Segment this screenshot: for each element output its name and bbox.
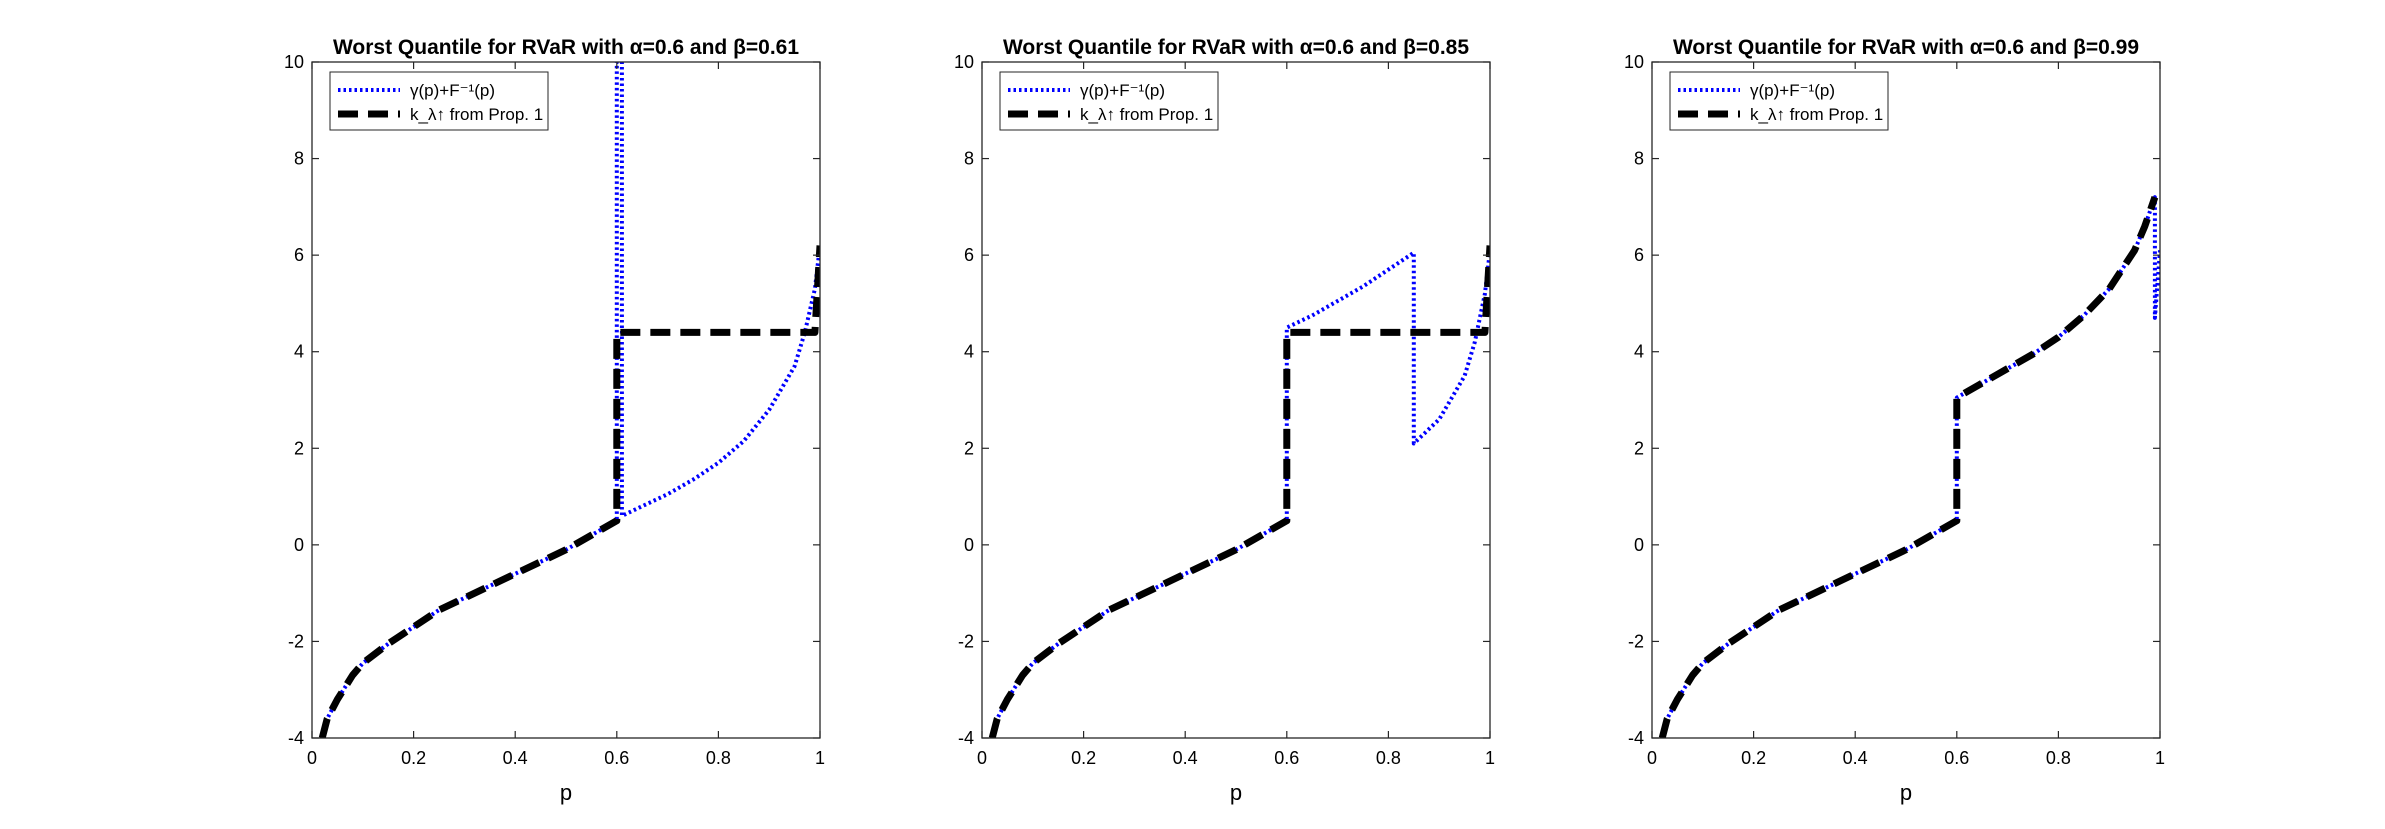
x-tick-label: 0 bbox=[1647, 748, 1657, 768]
y-tick-label: -4 bbox=[288, 728, 304, 748]
y-tick-label: 0 bbox=[294, 535, 304, 555]
y-tick-label: 6 bbox=[1634, 245, 1644, 265]
series-group bbox=[318, 62, 820, 738]
chart-title: Worst Quantile for RVaR with α=0.6 and β… bbox=[1673, 36, 2139, 59]
y-tick-label: 10 bbox=[1624, 52, 1644, 72]
x-tick-label: 1 bbox=[1485, 748, 1495, 768]
chart-title: Worst Quantile for RVaR with α=0.6 and β… bbox=[333, 36, 799, 59]
x-tick-label: 0.6 bbox=[1274, 748, 1299, 768]
x-axis-label: p bbox=[1230, 780, 1242, 805]
y-tick-label: 4 bbox=[1634, 342, 1644, 362]
y-tick-label: -2 bbox=[1628, 631, 1644, 651]
y-tick-label: -4 bbox=[958, 728, 974, 748]
y-tick-label: 8 bbox=[1634, 149, 1644, 169]
x-axis-label: p bbox=[560, 780, 572, 805]
plot-area-border bbox=[981, 61, 1491, 739]
y-tick-label: 0 bbox=[1634, 535, 1644, 555]
y-tick-label: 0 bbox=[964, 535, 974, 555]
x-tick-label: 1 bbox=[815, 748, 825, 768]
x-tick-label: 0 bbox=[977, 748, 987, 768]
y-tick-label: -2 bbox=[958, 631, 974, 651]
legend: γ(p)+F⁻¹(p) k_λ↑ from Prop. 1 bbox=[1669, 71, 1889, 131]
y-tick-label: 8 bbox=[294, 149, 304, 169]
y-tick-label: 2 bbox=[294, 438, 304, 458]
plot-area-border bbox=[1651, 61, 2161, 739]
y-tick-label: -4 bbox=[1628, 728, 1644, 748]
x-tick-label: 0.2 bbox=[1071, 748, 1096, 768]
x-tick-label: 0.6 bbox=[1944, 748, 1969, 768]
legend-label: γ(p)+F⁻¹(p) bbox=[410, 81, 495, 100]
series-line-k-lambda bbox=[988, 245, 1490, 738]
x-tick-label: 0 bbox=[307, 748, 317, 768]
x-tick-label: 0.4 bbox=[503, 748, 528, 768]
x-axis-label: p bbox=[1900, 780, 1912, 805]
legend-label: γ(p)+F⁻¹(p) bbox=[1080, 81, 1165, 100]
subplot-2: 0 0.2 0.4 0.6 0.8 1 -4 -2 0 2 4 6 8 10 p Worst Quantile… bbox=[954, 36, 1495, 805]
chart-title: Worst Quantile for RVaR with α=0.6 and β… bbox=[1003, 36, 1469, 59]
x-tick-label: 0.8 bbox=[706, 748, 731, 768]
legend-label: k_λ↑ from Prop. 1 bbox=[1750, 105, 1883, 124]
x-tick-label: 0.8 bbox=[1376, 748, 1401, 768]
series-group bbox=[988, 245, 1490, 738]
legend-label: k_λ↑ from Prop. 1 bbox=[410, 105, 543, 124]
legend-box bbox=[1669, 71, 1889, 131]
legend: γ(p)+F⁻¹(p) k_λ↑ from Prop. 1 bbox=[999, 71, 1219, 131]
y-tick-label: 10 bbox=[954, 52, 974, 72]
y-tick-label: 4 bbox=[294, 342, 304, 362]
y-tick-label: 10 bbox=[284, 52, 304, 72]
legend-label: k_λ↑ from Prop. 1 bbox=[1080, 105, 1213, 124]
x-tick-label: 0.4 bbox=[1173, 748, 1198, 768]
y-tick-label: -2 bbox=[288, 631, 304, 651]
subplot-1: 0 0.2 0.4 0.6 0.8 1 -4 -2 0 2 4 6 8 10 p Worst Quantile… bbox=[284, 36, 825, 805]
y-tick-label: 6 bbox=[294, 245, 304, 265]
y-tick-label: 4 bbox=[964, 342, 974, 362]
legend-label: γ(p)+F⁻¹(p) bbox=[1750, 81, 1835, 100]
legend-box bbox=[329, 71, 549, 131]
plot-area-border bbox=[311, 61, 821, 739]
series-group bbox=[1658, 195, 2160, 738]
subplot-3: 0 0.2 0.4 0.6 0.8 1 -4 -2 0 2 4 6 8 10 p Worst Quantile… bbox=[1624, 36, 2165, 805]
x-tick-label: 1 bbox=[2155, 748, 2165, 768]
x-tick-label: 0.2 bbox=[1741, 748, 1766, 768]
y-tick-label: 2 bbox=[1634, 438, 1644, 458]
y-tick-label: 2 bbox=[964, 438, 974, 458]
y-tick-label: 8 bbox=[964, 149, 974, 169]
x-tick-label: 0.4 bbox=[1843, 748, 1868, 768]
series-line-k-lambda bbox=[1658, 196, 2159, 738]
x-tick-label: 0.2 bbox=[401, 748, 426, 768]
series-line-k-lambda bbox=[318, 245, 820, 738]
x-tick-label: 0.8 bbox=[2046, 748, 2071, 768]
legend-box bbox=[999, 71, 1219, 131]
y-tick-label: 6 bbox=[964, 245, 974, 265]
x-tick-label: 0.6 bbox=[604, 748, 629, 768]
legend: γ(p)+F⁻¹(p) k_λ↑ from Prop. 1 bbox=[329, 71, 549, 131]
